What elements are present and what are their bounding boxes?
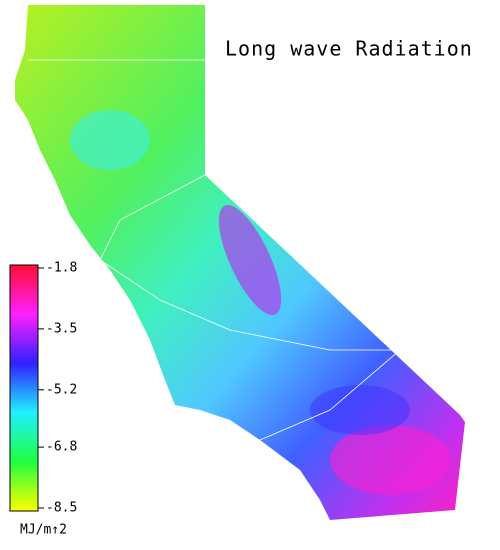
legend-tick-label: -8.5	[46, 501, 77, 516]
map-title: Long wave Radiation	[225, 37, 473, 61]
legend-unit: MJ/m↑2	[20, 523, 67, 538]
color-legend: MJ/m↑2 -1.8 -3.5 -5.2 -6.8 -8.5	[9, 261, 77, 538]
legend-tick-label: -1.8	[46, 261, 77, 276]
color-bar	[9, 264, 39, 512]
california-map	[15, 5, 465, 520]
legend-tick-label: -5.2	[46, 382, 77, 397]
legend-tick-label: -3.5	[46, 321, 77, 336]
legend-tick-label: -6.8	[46, 440, 77, 455]
